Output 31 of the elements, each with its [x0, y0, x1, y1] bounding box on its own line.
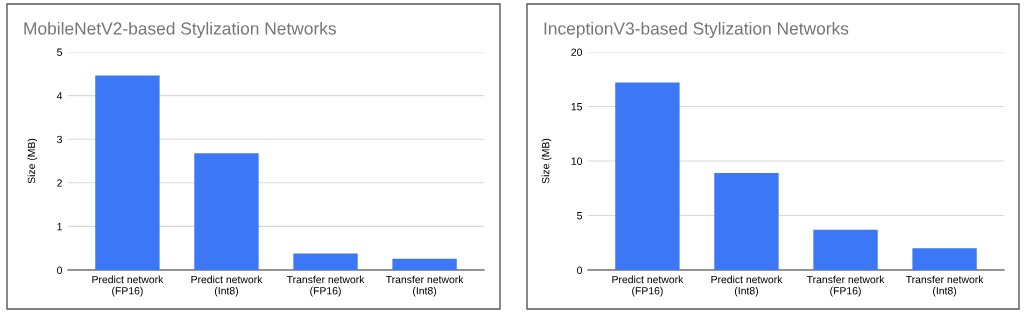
bar [714, 172, 779, 270]
x-tick-label: Predict network (Int8) [711, 275, 783, 297]
x-tick-label: Predict network (FP16) [92, 275, 164, 297]
y-tick-label: 5 [57, 48, 63, 56]
chart-title: MobileNetV2-based Stylization Networks [24, 21, 336, 39]
y-tick-label: 4 [56, 92, 63, 100]
bar [194, 153, 259, 270]
x-tick-label: Transfer network (FP16) [806, 275, 885, 297]
x-tick-label: Predict network (FP16) [612, 275, 684, 297]
y-tick-label: 1 [57, 223, 62, 231]
bar [615, 82, 680, 270]
x-tick-label: Transfer network (FP16) [286, 275, 365, 297]
y-tick-label: 2 [57, 179, 62, 187]
x-tick-label: Predict network (Int8) [191, 275, 263, 297]
bar [813, 229, 878, 270]
bar [95, 75, 160, 270]
x-tick-label: Transfer network (Int8) [905, 275, 984, 297]
bar [912, 248, 977, 270]
y-tick-label: 5 [577, 212, 583, 220]
y-tick-label: 0 [57, 266, 63, 274]
y-tick-label: 15 [571, 103, 583, 111]
bar [392, 258, 457, 270]
y-axis-title: Size (MB) [27, 138, 38, 184]
x-tick-label: Transfer network (Int8) [385, 275, 464, 297]
y-tick-label: 0 [577, 266, 583, 274]
chart-title: InceptionV3-based Stylization Networks [544, 21, 849, 39]
y-tick-label: 10 [571, 157, 583, 165]
y-tick-label: 3 [57, 135, 62, 144]
y-tick-label: 20 [571, 48, 583, 56]
bar [293, 253, 358, 270]
y-axis-title: Size (MB) [541, 138, 552, 184]
